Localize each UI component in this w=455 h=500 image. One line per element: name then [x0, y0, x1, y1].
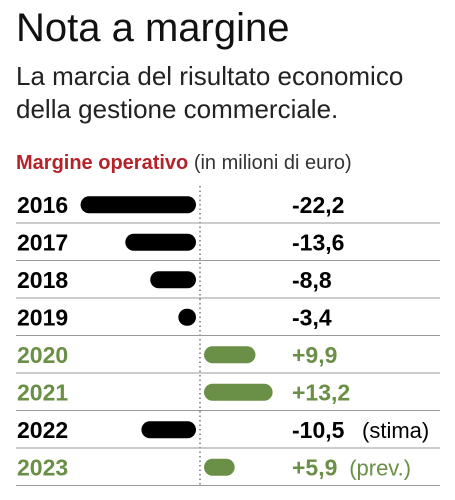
chart-header: Margine operativo (in milioni di euro) [16, 150, 352, 176]
bar [80, 196, 196, 214]
value-label: +13,2 [292, 379, 350, 405]
unit-label: (in milioni di euro) [193, 152, 352, 174]
bar [178, 308, 196, 326]
value-label: +5,9 [292, 454, 337, 480]
value-label: -13,6 [292, 229, 344, 255]
value-label: -8,8 [292, 267, 332, 293]
metric-label: Margine operativo [16, 152, 189, 174]
chart-title: Nota a margine [16, 6, 290, 50]
bar [150, 271, 196, 289]
bar-chart: 2016 -22,2 2017 -13,6 2018 -8,8 2019 -3,4 2020 +9… [16, 186, 440, 486]
value-label: -3,4 [292, 304, 332, 330]
year-label: 2016 [17, 192, 68, 218]
bar [204, 346, 256, 364]
year-label: 2022 [17, 417, 68, 443]
year-label: 2020 [17, 342, 68, 368]
year-label: 2023 [17, 454, 68, 480]
value-label: +9,9 [292, 342, 337, 368]
bar [204, 383, 273, 401]
value-label: -10,5 [292, 417, 345, 443]
year-label: 2018 [17, 267, 68, 293]
value-note: (stima) [362, 418, 429, 443]
chart-subtitle: La marcia del risultato economico della … [16, 61, 404, 124]
year-label: 2019 [17, 304, 68, 330]
bar [141, 421, 196, 439]
value-label: -22,2 [292, 192, 344, 218]
bar [125, 233, 196, 251]
bar [204, 458, 235, 476]
year-label: 2017 [17, 229, 68, 255]
value-note: (prev.) [349, 455, 411, 480]
year-label: 2021 [17, 379, 68, 405]
